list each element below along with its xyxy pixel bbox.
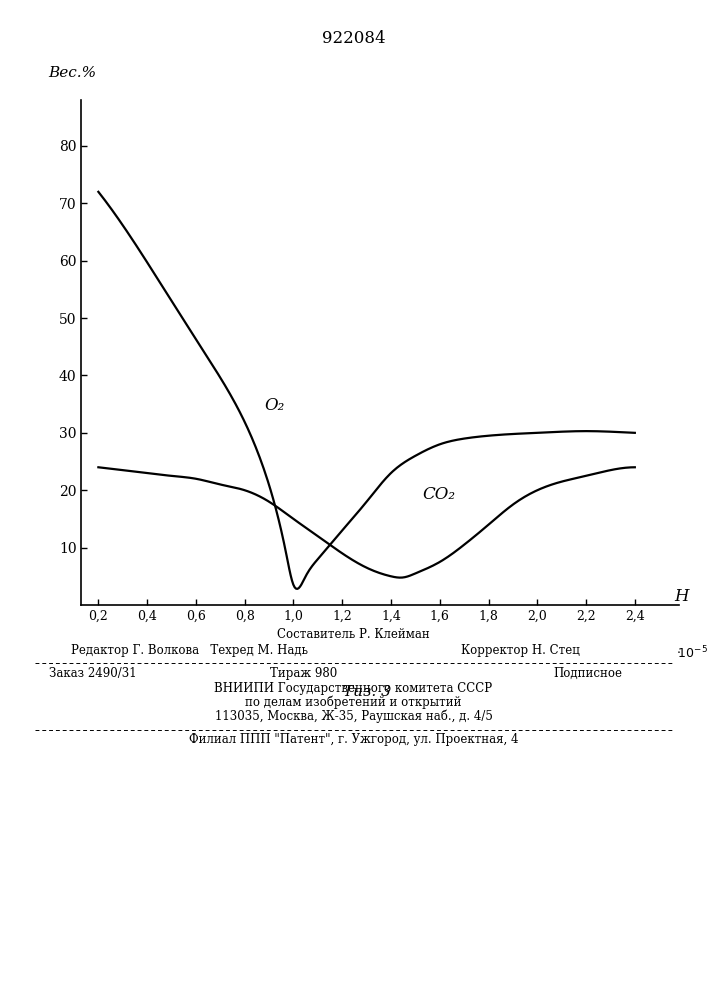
Text: Корректор Н. Стец: Корректор Н. Стец [461, 644, 580, 657]
Text: по делам изобретений и открытий: по делам изобретений и открытий [245, 696, 462, 709]
Text: Τиз. 3: Τиз. 3 [343, 685, 390, 699]
Text: ВНИИПИ Государственного комитета СССР: ВНИИПИ Государственного комитета СССР [214, 682, 493, 695]
Text: Филиал ППП "Патент", г. Ужгород, ул. Проектная, 4: Филиал ППП "Патент", г. Ужгород, ул. Про… [189, 733, 518, 746]
Text: 113035, Москва, Ж-35, Раушская наб., д. 4/5: 113035, Москва, Ж-35, Раушская наб., д. … [214, 710, 493, 723]
Text: $\cdot\!10^{-5}$: $\cdot\!10^{-5}$ [677, 645, 707, 662]
Text: O₂: O₂ [264, 397, 284, 414]
Text: Тираж 980: Тираж 980 [270, 667, 338, 680]
Text: CO₂: CO₂ [423, 486, 456, 503]
Text: Bec.%: Bec.% [49, 66, 97, 80]
Text: Редактор Г. Волкова   Техред М. Надь: Редактор Г. Волкова Техред М. Надь [71, 644, 308, 657]
Text: Заказ 2490/31: Заказ 2490/31 [49, 667, 137, 680]
Text: H: H [674, 588, 689, 605]
Text: 922084: 922084 [322, 30, 385, 47]
Text: Подписное: Подписное [553, 667, 622, 680]
Text: Составитель Р. Клейман: Составитель Р. Клейман [277, 628, 430, 641]
